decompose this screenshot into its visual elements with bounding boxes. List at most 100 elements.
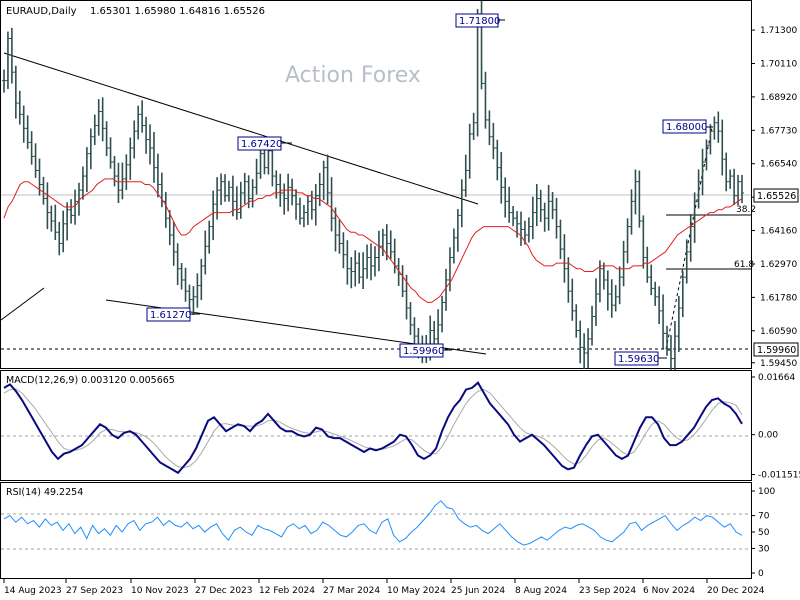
nov-low-label-box: 1.59630 bbox=[614, 351, 667, 366]
price-bar bbox=[317, 172, 322, 207]
x-tick-label: 27 Sep 2023 bbox=[66, 586, 123, 596]
price-bar bbox=[88, 128, 93, 170]
price-tick-label: 1.59450 bbox=[760, 359, 797, 369]
price-bar bbox=[467, 123, 472, 179]
price-bar bbox=[534, 184, 539, 227]
price-bar bbox=[274, 170, 279, 199]
upper-trendline bbox=[3, 52, 479, 205]
rsi-tick-label: 50 bbox=[758, 528, 770, 538]
price-bar bbox=[680, 271, 685, 318]
price-bar bbox=[155, 153, 160, 198]
price-bar bbox=[728, 169, 733, 189]
price-tick-label: 1.68920 bbox=[760, 93, 797, 103]
x-tick-label: 23 Sep 2024 bbox=[579, 586, 636, 596]
fib-38-label: 38.2 bbox=[736, 205, 756, 215]
x-tick-label: 12 Feb 2024 bbox=[259, 586, 315, 596]
price-bar bbox=[151, 131, 156, 183]
price-bar bbox=[33, 143, 38, 178]
jun-low-label: 1.59960 bbox=[403, 346, 444, 357]
dec-low-label-box: 1.61270 bbox=[146, 307, 200, 322]
price-bar bbox=[203, 230, 208, 275]
price-bar bbox=[73, 189, 78, 225]
price-bar bbox=[61, 210, 66, 253]
price-bar bbox=[84, 147, 89, 193]
price-bar bbox=[25, 115, 30, 149]
price-tick-label: 1.67730 bbox=[760, 126, 797, 136]
price-bar bbox=[732, 168, 737, 206]
price-bar bbox=[546, 184, 551, 231]
price-tick-label: 1.66540 bbox=[760, 160, 797, 170]
price-bar bbox=[13, 65, 18, 119]
price-bar bbox=[597, 260, 602, 303]
price-bar bbox=[491, 122, 496, 160]
price-bar bbox=[104, 121, 109, 157]
price-bar bbox=[250, 179, 255, 208]
price-bar bbox=[124, 154, 129, 191]
high-label: 1.71800 bbox=[459, 16, 500, 27]
x-tick-label: 10 May 2024 bbox=[387, 586, 446, 596]
price-bar bbox=[408, 302, 413, 335]
price-bar bbox=[258, 146, 263, 179]
price-bar bbox=[372, 246, 377, 277]
price-bar bbox=[230, 175, 235, 217]
price-bar bbox=[242, 172, 247, 205]
price-bar bbox=[740, 174, 744, 204]
price-bar bbox=[234, 186, 239, 220]
price-bar bbox=[653, 281, 658, 306]
price-bar bbox=[633, 169, 638, 215]
price-bar bbox=[132, 120, 137, 159]
price-bar bbox=[451, 228, 456, 264]
price-bar bbox=[692, 192, 697, 243]
price-bar bbox=[207, 220, 212, 254]
price-bar bbox=[341, 232, 346, 269]
price-bar bbox=[5, 31, 10, 89]
price-bar bbox=[447, 247, 452, 292]
macd-title: MACD(12,26,9) 0.003120 0.005665 bbox=[6, 375, 175, 386]
price-bar bbox=[566, 257, 571, 303]
nov-low-label: 1.59630 bbox=[618, 354, 659, 365]
price-bar bbox=[21, 105, 26, 143]
support-price-value: 1.59960 bbox=[757, 345, 796, 356]
price-bar bbox=[570, 278, 575, 321]
price-bar bbox=[120, 162, 125, 200]
price-bar bbox=[92, 114, 97, 146]
price-bar bbox=[290, 178, 295, 206]
price-bar bbox=[333, 207, 338, 252]
recent-high-label: 1.68000 bbox=[666, 122, 707, 133]
price-bar bbox=[353, 250, 358, 287]
ohlc-label: 1.65301 1.65980 1.64816 1.65526 bbox=[90, 6, 265, 17]
price-bar bbox=[163, 192, 168, 228]
price-bar bbox=[617, 266, 622, 305]
price-bar bbox=[57, 221, 62, 256]
rsi-tick-label: 70 bbox=[758, 512, 770, 522]
price-bar bbox=[69, 199, 74, 224]
moving-average-line bbox=[3, 178, 743, 303]
price-bar bbox=[219, 173, 224, 206]
price-bar bbox=[704, 139, 709, 171]
price-bar bbox=[724, 152, 729, 192]
price-bar bbox=[538, 189, 543, 222]
price-bar bbox=[530, 196, 535, 240]
price-bar bbox=[696, 169, 701, 209]
price-bar bbox=[294, 189, 299, 220]
price-bar bbox=[700, 148, 705, 196]
fib-projection-line bbox=[665, 127, 713, 350]
price-bar bbox=[684, 239, 689, 284]
price-bar bbox=[361, 252, 366, 290]
x-axis: 14 Aug 2023 27 Sep 2023 10 Nov 2023 27 Dec … bbox=[3, 579, 765, 596]
price-bar bbox=[463, 154, 468, 197]
price-bar bbox=[148, 124, 153, 165]
price-bars bbox=[2, 0, 744, 376]
x-tick-label: 27 Mar 2024 bbox=[323, 586, 380, 596]
price-bar bbox=[499, 152, 504, 204]
price-bar bbox=[41, 176, 46, 205]
price-bar bbox=[459, 179, 464, 228]
price-bar bbox=[254, 158, 259, 195]
price-bar bbox=[649, 264, 654, 296]
price-bar bbox=[645, 246, 650, 283]
watermark: Action Forex bbox=[285, 63, 421, 88]
macd-tick-label: -0.011515 bbox=[758, 471, 800, 481]
price-bar bbox=[657, 286, 662, 324]
price-bar bbox=[357, 252, 362, 284]
price-bar bbox=[144, 116, 149, 154]
